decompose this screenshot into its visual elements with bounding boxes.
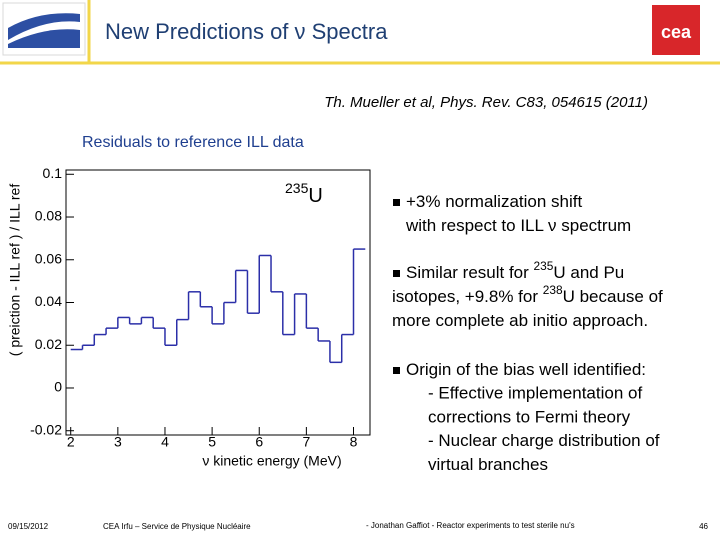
bullet-line: corrections to Fermi theory <box>428 408 631 427</box>
cea-logo <box>652 5 700 55</box>
section-title: Residuals to reference ILL data <box>82 134 304 151</box>
x-tick-label: 8 <box>350 434 358 450</box>
bullet-marker <box>393 199 400 206</box>
reference: Th. Mueller et al, Phys. Rev. C83, 05461… <box>324 94 648 111</box>
superscript: 235 <box>285 180 309 196</box>
histogram <box>70 248 366 364</box>
bullet-line: Similar result for 235U and Pu <box>406 259 624 282</box>
bullet-line: more complete ab initio approach. <box>392 311 648 330</box>
cea-logo-text: cea <box>661 22 692 42</box>
text-run: U <box>308 185 322 207</box>
annotation: 235U <box>285 180 323 208</box>
logo-swoosh <box>8 13 80 40</box>
bullet-marker <box>393 270 400 277</box>
slide-title: New Predictions of ν Spectra <box>105 19 388 44</box>
x-tick-label: 2 <box>67 434 75 450</box>
text-run: with respect to ILL ν spectrum <box>405 216 631 235</box>
y-tick-label: -0.02 <box>30 421 62 437</box>
bullet-line: isotopes, +9.8% for 238U because of <box>392 283 663 306</box>
superscript: 238 <box>543 283 563 297</box>
text-run: U because of <box>563 287 663 306</box>
superscript: 235 <box>534 259 554 273</box>
bullet-list: +3% normalization shift with respect to I… <box>392 192 663 474</box>
bullet-line: with respect to ILL ν spectrum <box>405 216 631 235</box>
x-tick-label: 5 <box>208 434 216 450</box>
bullet-line: - Nuclear charge distribution of <box>428 432 660 451</box>
bullet-line: Origin of the bias well identified: <box>406 360 646 379</box>
bullet-marker <box>393 367 400 374</box>
text-run: - Effective implementation of <box>428 384 642 403</box>
footer-page: 46 <box>699 522 708 531</box>
y-tick-label: 0.08 <box>35 208 62 224</box>
bullet-line: virtual branches <box>428 455 548 474</box>
y-tick-label: 0.02 <box>35 336 62 352</box>
text-run: corrections to Fermi theory <box>428 408 631 427</box>
x-tick-label: 6 <box>255 434 263 450</box>
text-run: +3% normalization shift <box>406 192 583 211</box>
text-run: isotopes, +9.8% for <box>392 287 543 306</box>
text-run: Origin of the bias well identified: <box>406 360 646 379</box>
text-run: U and Pu <box>553 263 624 282</box>
x-axis-label: ν kinetic energy (MeV) <box>202 453 341 469</box>
y-axis-label: ( preiction - ILL ref ) / ILL ref <box>7 184 23 357</box>
text-run: virtual branches <box>428 455 548 474</box>
y-tick-label: 0.1 <box>43 165 63 181</box>
footer-talk: - Jonathan Gaffiot - Reactor experiments… <box>366 521 575 530</box>
plot-frame <box>65 169 371 436</box>
bullet-line: - Effective implementation of <box>428 384 642 403</box>
text-run: - Nuclear charge distribution of <box>428 432 660 451</box>
x-tick-label: 3 <box>114 434 122 450</box>
logo-base <box>8 29 80 48</box>
y-tick-label: 0.06 <box>35 250 62 266</box>
footer-org: CEA Irfu – Service de Physique Nucléaire <box>103 522 251 531</box>
text-run: more complete ab initio approach. <box>392 311 648 330</box>
y-tick-label: 0.04 <box>35 293 62 309</box>
chart: -0.02 0 0.02 0.04 0.06 0.08 0.1 2 3 4 5 6 7 8 <box>30 165 371 450</box>
y-tick-label: 0 <box>54 379 62 395</box>
footer-date: 09/15/2012 <box>8 522 49 531</box>
x-tick-label: 4 <box>161 434 169 450</box>
bullet-line: +3% normalization shift <box>406 192 583 211</box>
text-run: Similar result for <box>406 263 534 282</box>
x-tick-label: 7 <box>302 434 310 450</box>
